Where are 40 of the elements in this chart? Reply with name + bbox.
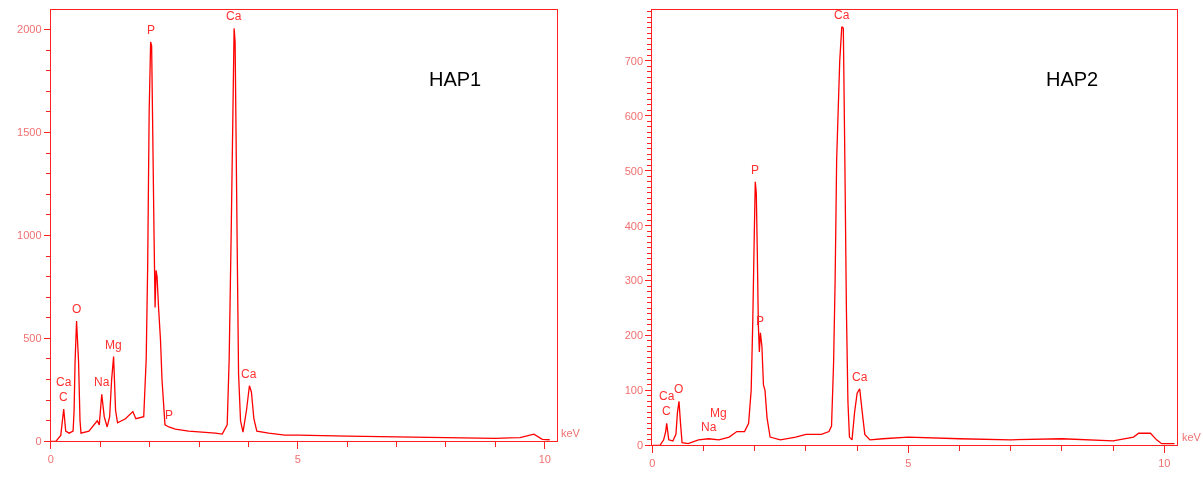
annotation: O [674,382,684,396]
x-tick-label: 5 [905,456,912,469]
annotation: Na [701,420,717,434]
y-tick-label: 2000 [17,23,42,36]
annotation: Na [94,375,110,389]
y-tick-label: 300 [624,274,644,287]
annotation: Mg [105,338,122,352]
text: HAP2 [1046,68,1099,90]
annotation: P [165,408,174,422]
annotation: Ca [659,389,675,403]
annotation: P [147,23,156,37]
x-tick-label: 0 [649,456,656,469]
y-tick-label: 1500 [17,126,42,139]
annotation: C [59,390,68,404]
y-tick-label: 0 [636,439,644,452]
annotation: O [72,302,82,316]
y-tick-label: 500 [624,164,644,177]
y-tick-label: 200 [624,329,644,342]
annotation: Mg [710,406,727,420]
annotation: Ca [56,375,72,389]
x-tick-label: 10 [538,452,551,465]
x-tick-label: 0 [47,452,54,465]
annotation: P [751,163,760,177]
y-tick-label: 700 [624,54,644,67]
y-tick-label: 100 [624,384,644,397]
y-tick-label: 0 [35,435,42,448]
x-tick-label: 10 [1158,456,1171,469]
x-axis-title: keV [1182,431,1202,443]
annotation: Ca [852,370,868,384]
annotation: Ca [834,8,850,22]
y-tick-label: 600 [624,109,644,122]
annotation: C [662,404,671,418]
y-tick-label: 1000 [17,229,42,242]
x-axis-title: keV [561,427,581,439]
annotation: Ca [241,367,257,381]
annotation: Ca [226,9,242,23]
x-tick-label: 5 [294,452,301,465]
y-tick-label: 500 [23,332,42,345]
y-tick-label: 400 [624,219,644,232]
text: HAP1 [429,68,482,90]
